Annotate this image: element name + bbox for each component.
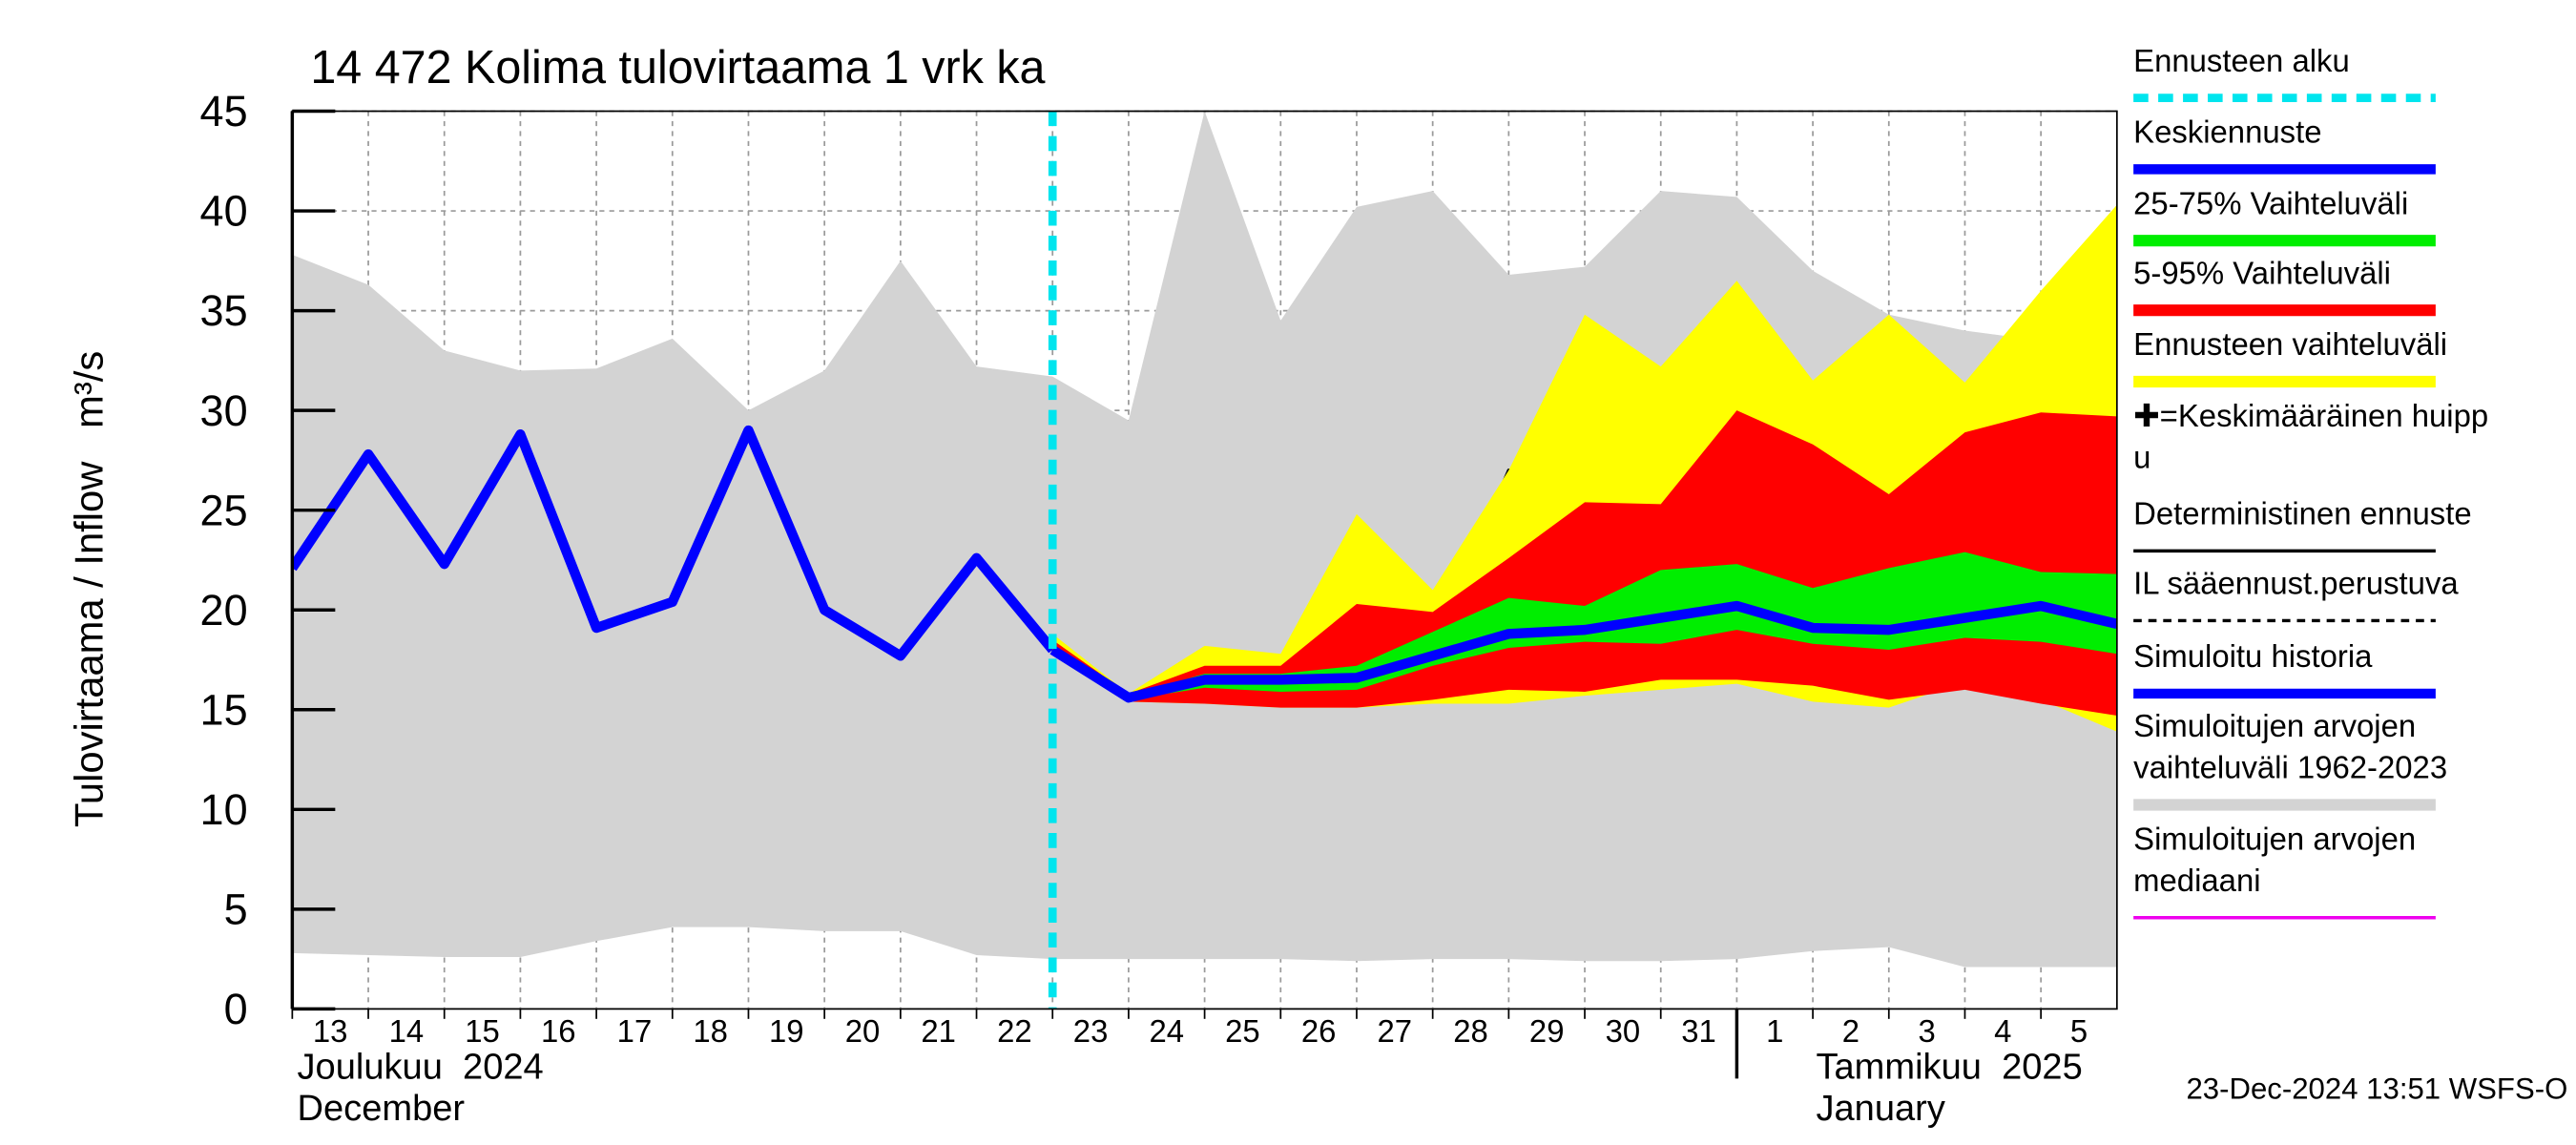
- x-tick-label: 22: [997, 1013, 1032, 1049]
- x-tick-label: 2: [1842, 1013, 1859, 1049]
- legend-label: mediaani: [2133, 863, 2260, 898]
- legend-label: vaihteluväli 1962-2023: [2133, 750, 2447, 785]
- month-label: January: [1816, 1088, 1944, 1129]
- y-tick-label: 30: [200, 386, 248, 435]
- x-tick-label: 19: [769, 1013, 804, 1049]
- legend-label: Simuloitujen arvojen: [2133, 821, 2416, 856]
- chart-title: 14 472 Kolima tulovirtaama 1 vrk ka: [310, 42, 1046, 94]
- legend-label: Simuloitu historia: [2133, 638, 2373, 674]
- x-tick-label: 14: [389, 1013, 425, 1049]
- legend-label: 5-95% Vaihteluväli: [2133, 255, 2391, 290]
- x-tick-label: 4: [1994, 1013, 2011, 1049]
- legend-label: IL sääennust.perustuva: [2133, 566, 2459, 601]
- x-tick-label: 26: [1301, 1013, 1337, 1049]
- legend-label: Simuloitujen arvojen: [2133, 708, 2416, 743]
- y-tick-label: 35: [200, 286, 248, 335]
- legend-label: Keskiennuste: [2133, 114, 2321, 149]
- y-tick-label: 20: [200, 586, 248, 635]
- x-tick-label: 16: [541, 1013, 576, 1049]
- month-label: Tammikuu 2025: [1816, 1046, 2082, 1087]
- y-axis-label: Tulovirtaama / Inflow m³/s: [66, 351, 111, 827]
- legend-label: Deterministinen ennuste: [2133, 495, 2472, 531]
- x-tick-label: 1: [1766, 1013, 1783, 1049]
- series-line: [1049, 600, 2117, 703]
- month-label: December: [298, 1088, 466, 1129]
- legend-label: ✚=Keskimääräinen huipp: [2133, 398, 2488, 433]
- x-tick-label: 27: [1378, 1013, 1413, 1049]
- x-tick-label: 25: [1225, 1013, 1260, 1049]
- x-tick-label: 21: [921, 1013, 956, 1049]
- x-tick-label: 28: [1453, 1013, 1488, 1049]
- plot-area: [292, 110, 2117, 1010]
- legend-label: Ennusteen alku: [2133, 43, 2350, 78]
- x-tick-label: 31: [1681, 1013, 1716, 1049]
- x-tick-label: 5: [2070, 1013, 2088, 1049]
- y-tick-label: 0: [224, 985, 248, 1033]
- x-tick-label: 23: [1073, 1013, 1109, 1049]
- month-label: Joulukuu 2024: [298, 1046, 544, 1087]
- series-line: [292, 425, 1057, 661]
- x-tick-label: 17: [617, 1013, 653, 1049]
- legend: Ennusteen alku Keskiennuste 25-75% Vaihtel…: [2133, 43, 2488, 920]
- x-tick-label: 24: [1149, 1013, 1184, 1049]
- timestamp: 23-Dec-2024 13:51 WSFS-O: [2186, 1072, 2567, 1105]
- x-tick-label: 29: [1529, 1013, 1565, 1049]
- y-tick-label: 45: [200, 87, 248, 135]
- y-tick-label: 10: [200, 785, 248, 834]
- x-tick-label: 3: [1918, 1013, 1935, 1049]
- x-tick-label: 18: [693, 1013, 728, 1049]
- legend-label: u: [2133, 439, 2150, 474]
- y-tick-label: 5: [224, 885, 248, 933]
- x-tick-label: 15: [465, 1013, 500, 1049]
- y-tick-label: 15: [200, 685, 248, 734]
- x-tick-label: 30: [1606, 1013, 1641, 1049]
- legend-label: Ennusteen vaihteluväli: [2133, 326, 2447, 362]
- y-tick-label: 25: [200, 486, 248, 534]
- band-area: [292, 111, 2117, 968]
- y-tick-label: 40: [200, 187, 248, 236]
- x-tick-label: 20: [845, 1013, 881, 1049]
- legend-label: 25-75% Vaihteluväli: [2133, 185, 2408, 220]
- x-tick-label: 13: [313, 1013, 348, 1049]
